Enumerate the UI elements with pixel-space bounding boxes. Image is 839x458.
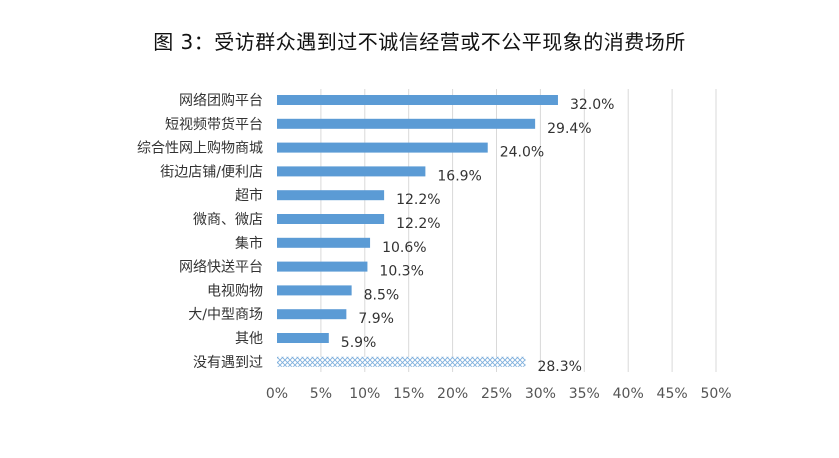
category-label: 街边店铺/便利店 xyxy=(160,164,263,180)
bar xyxy=(277,142,488,153)
category-label: 综合性网上购物商城 xyxy=(137,141,263,157)
x-tick-label: 45% xyxy=(657,386,688,402)
data-label: 10.6% xyxy=(382,240,426,256)
data-label: 8.5% xyxy=(364,287,400,303)
x-tick-label: 20% xyxy=(437,386,468,402)
x-tick-label: 35% xyxy=(569,386,600,402)
data-label: 12.2% xyxy=(396,192,440,208)
data-label: 12.2% xyxy=(396,216,440,232)
bar xyxy=(277,333,329,343)
bar xyxy=(277,95,558,105)
x-tick-label: 15% xyxy=(393,386,424,402)
category-label: 集市 xyxy=(235,235,263,252)
bar xyxy=(277,285,352,296)
category-label: 网络团购平台 xyxy=(179,93,263,109)
x-tick-label: 30% xyxy=(525,386,556,402)
x-tick-label: 10% xyxy=(349,386,380,402)
category-label: 电视购物 xyxy=(207,283,263,299)
data-label: 10.3% xyxy=(379,264,423,280)
category-label: 超市 xyxy=(235,187,263,204)
bar xyxy=(277,166,426,177)
x-tick-label: 5% xyxy=(310,386,332,402)
bar xyxy=(277,309,347,320)
x-tick-label: 50% xyxy=(700,386,731,402)
bar xyxy=(277,118,536,129)
bar xyxy=(277,190,385,201)
category-label: 大/中型商场 xyxy=(188,307,263,323)
grid-lines xyxy=(320,89,717,372)
bar xyxy=(277,261,368,272)
chart-title: 图 3：受访群众遇到过不诚信经营或不公平现象的消费场所 xyxy=(153,30,686,54)
category-label: 短视频带货平台 xyxy=(165,116,263,133)
data-label: 29.4% xyxy=(547,121,591,137)
bar xyxy=(277,356,526,367)
data-label: 7.9% xyxy=(358,311,394,327)
category-label: 网络快送平台 xyxy=(179,260,263,276)
bars xyxy=(277,95,558,367)
x-tick-label: 40% xyxy=(613,386,644,402)
x-tick-label: 25% xyxy=(481,386,512,402)
category-label: 其他 xyxy=(235,331,263,347)
category-label: 微商、微店 xyxy=(193,212,263,228)
bar xyxy=(277,214,385,224)
x-tick-label: 0% xyxy=(266,386,288,402)
data-label: 16.9% xyxy=(437,168,481,184)
data-label: 28.3% xyxy=(537,359,581,375)
data-label: 5.9% xyxy=(341,335,377,351)
labels: 0% 5% 10% 15% 20% 25% 30% 35% 40% 45% 50% 网络团购平台 32.… xyxy=(137,93,732,402)
bar xyxy=(277,237,371,248)
category-label: 没有遇到过 xyxy=(193,355,263,371)
data-label: 32.0% xyxy=(570,97,614,113)
data-label: 24.0% xyxy=(500,145,544,161)
